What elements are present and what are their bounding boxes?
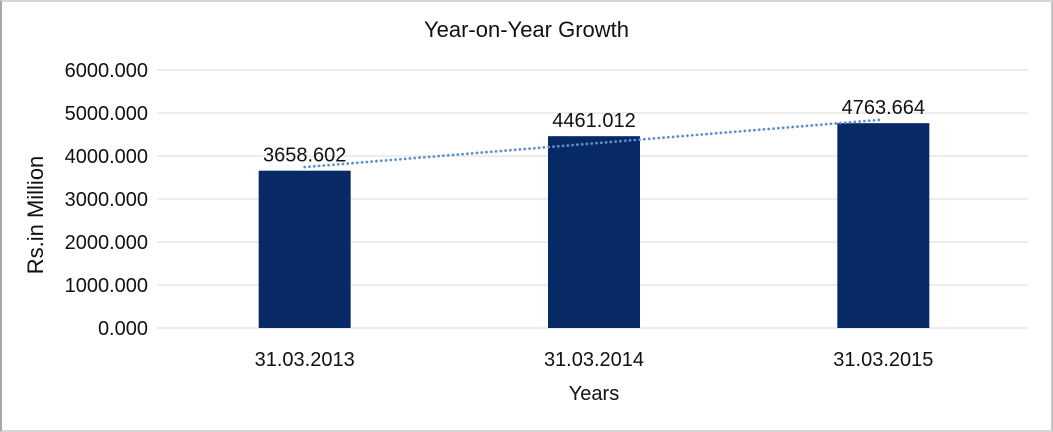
bar-data-label: 4461.012: [552, 110, 635, 132]
y-tick-label: 1000.000: [65, 275, 148, 297]
x-category-label: 31.03.2014: [544, 349, 644, 371]
bar[interactable]: [837, 123, 930, 328]
x-category-label: 31.03.2015: [833, 349, 933, 371]
y-tick-label: 5000.000: [65, 103, 148, 125]
y-tick-label: 6000.000: [65, 60, 148, 82]
bar[interactable]: [548, 136, 640, 328]
bar-data-label: 3658.602: [263, 145, 346, 167]
x-category-label: 31.03.2013: [255, 349, 355, 371]
bar-data-label: 4763.664: [842, 97, 925, 119]
bar[interactable]: [258, 170, 351, 328]
y-tick-label: 3000.000: [65, 189, 148, 211]
x-axis-title: Years: [568, 383, 620, 405]
y-tick-label: 0.000: [98, 318, 148, 340]
y-tick-label: 2000.000: [65, 232, 148, 254]
trendline[interactable]: [303, 118, 885, 169]
chart-title: Year-on-Year Growth: [423, 17, 630, 42]
y-tick-label: 4000.000: [65, 146, 148, 168]
